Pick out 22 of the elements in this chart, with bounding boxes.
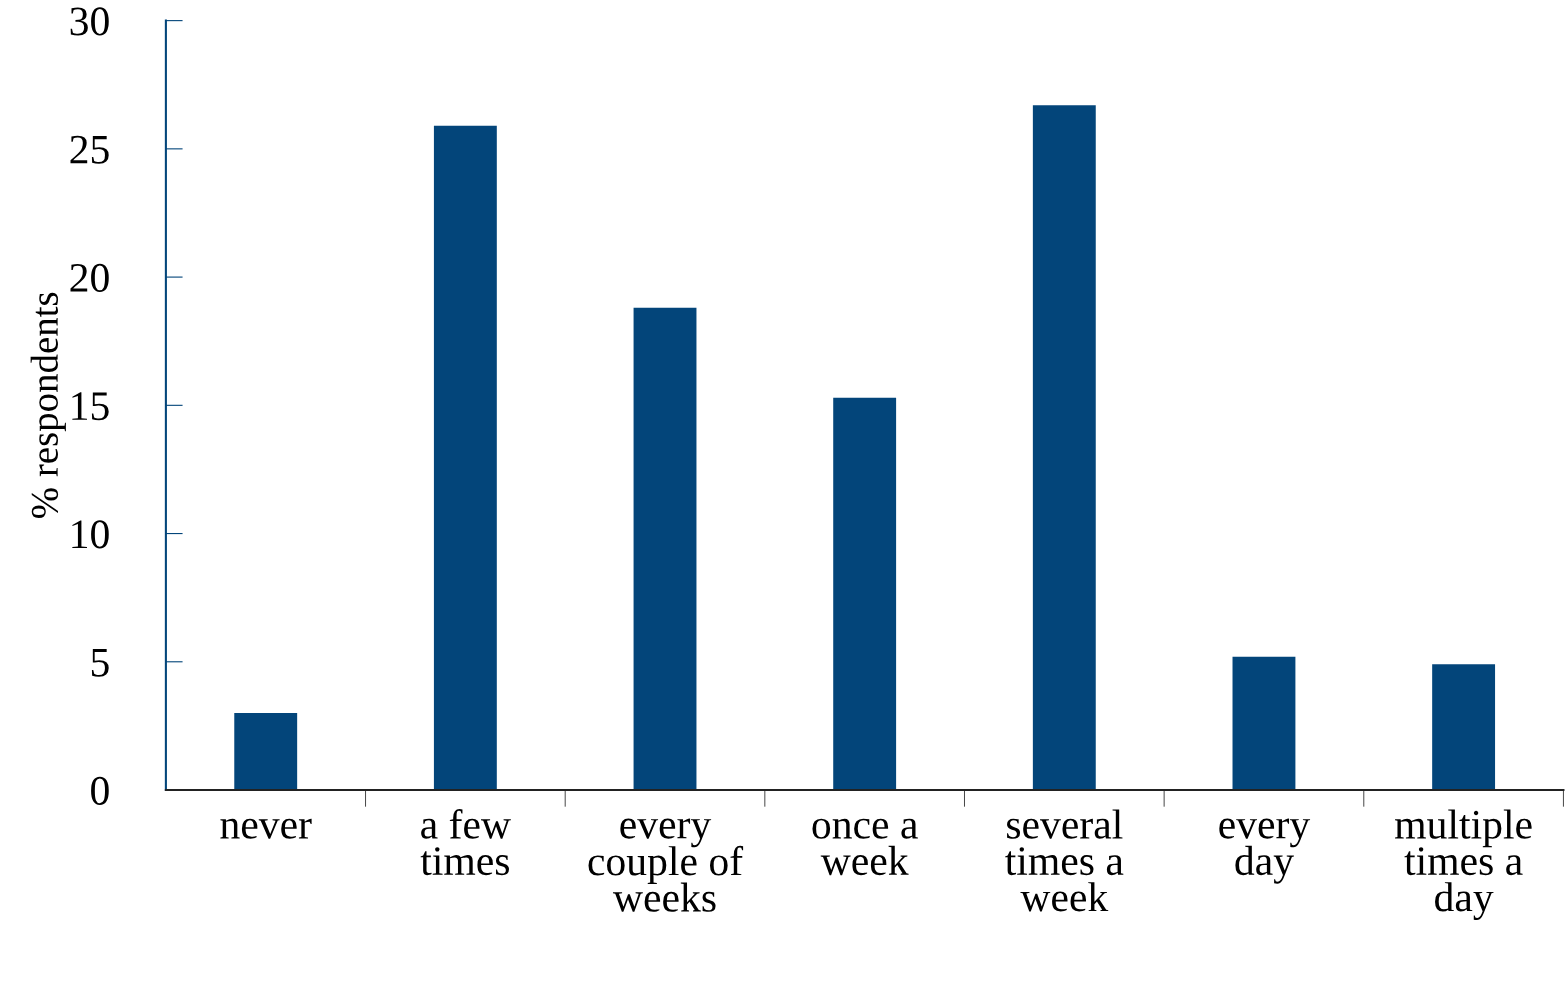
y-tick-label: 20 bbox=[70, 263, 109, 292]
x-tick-label: never bbox=[220, 818, 312, 839]
x-tick-label: every couple of weeks bbox=[588, 818, 744, 912]
x-tick-label: multiple times a day bbox=[1395, 809, 1532, 921]
bar bbox=[1032, 105, 1096, 791]
y-tick-label: 10 bbox=[72, 520, 109, 549]
bar bbox=[234, 713, 298, 791]
x-tick-label: a few times bbox=[420, 809, 511, 876]
bar bbox=[633, 307, 697, 791]
bar bbox=[433, 125, 497, 791]
y-axis-title: % respondents bbox=[30, 292, 66, 518]
bar bbox=[1432, 664, 1496, 791]
bar bbox=[833, 397, 897, 791]
x-tick-label: several times a week bbox=[1005, 809, 1124, 912]
x-tick-label: once a week bbox=[812, 818, 918, 876]
y-tick-label: 5 bbox=[91, 648, 109, 677]
y-tick-label: 25 bbox=[70, 135, 109, 164]
y-tick-label: 0 bbox=[91, 776, 109, 805]
bar bbox=[1232, 656, 1296, 791]
y-tick-label: 30 bbox=[70, 7, 109, 36]
y-tick-label: 15 bbox=[72, 392, 109, 421]
x-tick-label: every day bbox=[1219, 818, 1311, 884]
